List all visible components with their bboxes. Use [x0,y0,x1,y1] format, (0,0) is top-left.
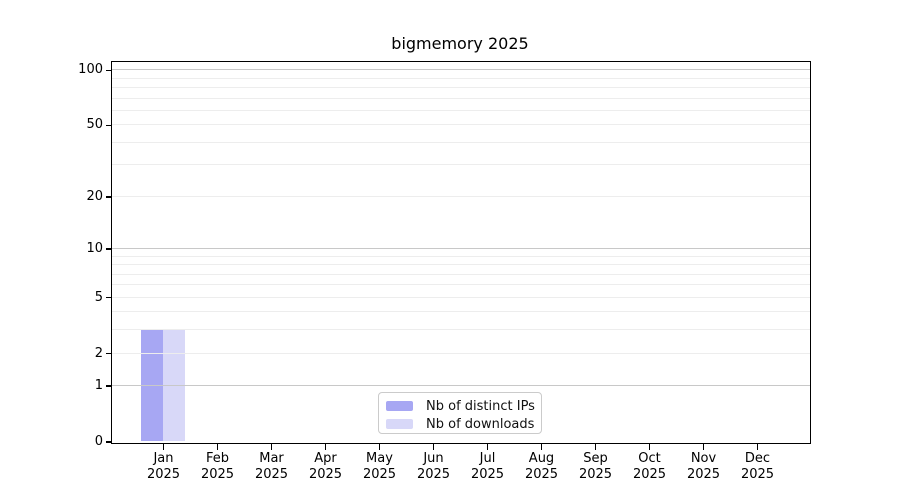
gridline-minor [111,311,810,313]
x-tick-label-year: 2025 [254,467,289,482]
x-tick-label: Oct 2025 [620,451,680,483]
legend: Nb of distinct IPs Nb of downloads [378,392,542,434]
x-tick-label-month: Nov [690,451,717,466]
y-tick [106,196,112,198]
y-tick [106,441,112,443]
gridline-minor [111,329,810,331]
x-tick-label: Nov 2025 [674,451,734,483]
x-tick-label: Apr 2025 [296,451,356,483]
legend-item: Nb of downloads [386,416,541,432]
gridline-major [111,247,810,249]
gridline-minor [111,195,810,197]
x-tick-label-month: Oct [638,451,661,466]
gridline-minor [111,124,810,126]
x-tick-label: Dec 2025 [728,451,788,483]
legend-swatch [386,419,413,429]
x-tick [432,443,435,450]
gridline-minor [111,284,810,286]
gridline-major [111,385,810,387]
grid-layer [111,62,810,443]
x-tick-label: May 2025 [350,451,410,483]
y-tick-label: 0 [94,434,103,449]
y-tick-label: 50 [86,117,103,133]
x-tick-label-year: 2025 [362,467,397,482]
x-tick-label: Mar 2025 [242,451,302,483]
legend-item: Nb of distinct IPs [386,398,541,414]
x-tick-label: Jan 2025 [134,451,194,483]
y-tick-label: 2 [94,345,103,361]
y-tick-label: 100 [78,62,103,78]
x-tick-label-year: 2025 [632,467,667,482]
x-tick-label-year: 2025 [200,467,235,482]
y-tick [106,124,112,127]
x-tick-label: Jun 2025 [404,451,464,483]
plot-area [110,60,811,444]
y-tick [106,296,112,299]
legend-label: Nb of downloads [426,416,535,432]
x-tick-label-year: 2025 [308,467,343,482]
x-tick [324,443,327,450]
x-tick-label-month: Feb [205,451,230,466]
gridline-minor [111,109,810,111]
y-tick-label: 5 [94,289,103,305]
gridline-minor [111,87,810,89]
x-tick-label-month: Sep [583,451,608,466]
x-tick [162,443,165,450]
x-tick [270,443,273,450]
x-tick-label-month: Jan [153,451,174,466]
y-tick [106,352,112,355]
x-tick-label-month: Dec [744,451,771,466]
gridline-minor [111,97,810,99]
y-tick [106,385,112,387]
x-tick [756,443,759,450]
x-tick-label-year: 2025 [524,467,559,482]
x-tick-label-year: 2025 [416,467,451,482]
x-tick-label-month: Jul [479,451,496,466]
gridline-minor [111,141,810,143]
x-tick-label-year: 2025 [146,467,181,482]
x-tick [540,443,543,450]
gridline-major [111,69,810,71]
legend-label: Nb of distinct IPs [426,398,535,414]
x-tick-label-month: Apr [314,451,337,466]
gridline-minor [111,273,810,275]
x-tick-label: Jul 2025 [458,451,518,483]
x-tick-label-year: 2025 [470,467,505,482]
y-tick [106,69,112,72]
x-tick-label-month: Aug [528,451,555,466]
x-tick [594,443,597,450]
x-tick [216,443,219,450]
y-tick-label: 10 [86,240,103,256]
y-tick-label: 1 [94,378,103,394]
gridline-minor [111,255,810,257]
gridline-minor [111,352,810,354]
x-tick-label: Aug 2025 [512,451,572,483]
x-tick-label-month: Mar [259,451,284,466]
x-tick-label-month: May [366,451,393,466]
y-tick-label: 20 [86,188,103,204]
x-tick [486,443,489,450]
x-tick-label: Sep 2025 [566,451,626,483]
x-tick [702,443,705,450]
x-tick-label-year: 2025 [740,467,775,482]
gridline-minor [111,77,810,79]
y-tick [106,248,112,250]
gridline-minor [111,264,810,266]
x-tick-label-month: Jun [423,451,444,466]
legend-swatch [386,401,413,411]
x-tick-label-year: 2025 [686,467,721,482]
gridline-minor [111,296,810,298]
x-tick [648,443,651,450]
chart-title: bigmemory 2025 [391,34,529,53]
x-tick [378,443,381,450]
x-tick-label: Feb 2025 [188,451,248,483]
gridline-minor [111,164,810,166]
x-tick-label-year: 2025 [578,467,613,482]
